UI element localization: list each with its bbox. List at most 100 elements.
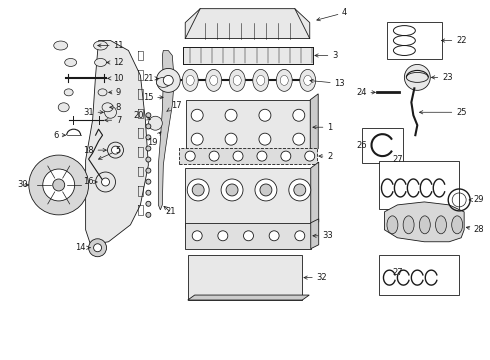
Ellipse shape: [210, 75, 218, 85]
Circle shape: [112, 146, 120, 154]
Circle shape: [305, 151, 315, 161]
FancyBboxPatch shape: [379, 255, 459, 294]
Circle shape: [293, 109, 305, 121]
Text: 19: 19: [147, 132, 161, 147]
Circle shape: [281, 151, 291, 161]
FancyBboxPatch shape: [379, 161, 459, 209]
Text: 20: 20: [133, 111, 150, 120]
Ellipse shape: [156, 77, 171, 87]
Circle shape: [192, 231, 202, 241]
Circle shape: [146, 179, 151, 184]
Ellipse shape: [233, 75, 241, 85]
Circle shape: [255, 179, 277, 201]
Circle shape: [89, 239, 106, 257]
Polygon shape: [311, 162, 319, 228]
Circle shape: [209, 151, 219, 161]
Ellipse shape: [58, 103, 69, 112]
Text: 5: 5: [98, 145, 121, 159]
Circle shape: [146, 146, 151, 151]
Text: 10: 10: [108, 74, 124, 83]
Ellipse shape: [94, 41, 107, 50]
Circle shape: [187, 179, 209, 201]
Circle shape: [146, 113, 151, 118]
Ellipse shape: [206, 69, 221, 91]
Circle shape: [244, 231, 253, 241]
Circle shape: [94, 244, 101, 252]
Ellipse shape: [300, 69, 316, 91]
Ellipse shape: [102, 103, 113, 112]
Circle shape: [96, 172, 116, 192]
Circle shape: [43, 169, 74, 201]
FancyBboxPatch shape: [185, 168, 311, 228]
Ellipse shape: [98, 89, 107, 96]
Polygon shape: [311, 219, 319, 249]
Circle shape: [225, 133, 237, 145]
Text: 11: 11: [98, 41, 124, 50]
Ellipse shape: [54, 41, 68, 50]
Text: 21: 21: [143, 74, 158, 83]
Text: 18: 18: [83, 145, 106, 154]
Text: 28: 28: [466, 225, 485, 234]
Polygon shape: [185, 9, 310, 39]
Text: 26: 26: [356, 141, 367, 150]
Circle shape: [156, 68, 180, 92]
Circle shape: [146, 157, 151, 162]
Text: 15: 15: [143, 93, 163, 102]
Text: 7: 7: [105, 116, 121, 125]
Circle shape: [226, 184, 238, 196]
Circle shape: [259, 109, 271, 121]
Circle shape: [146, 212, 151, 217]
Circle shape: [146, 168, 151, 173]
Circle shape: [295, 231, 305, 241]
Text: 30: 30: [18, 180, 28, 189]
Circle shape: [163, 75, 173, 85]
Ellipse shape: [229, 69, 245, 91]
Text: 27: 27: [392, 155, 403, 164]
Text: 23: 23: [432, 73, 453, 82]
Circle shape: [53, 179, 65, 191]
Circle shape: [107, 142, 123, 158]
Text: 12: 12: [107, 58, 124, 67]
Text: 22: 22: [441, 36, 466, 45]
Ellipse shape: [182, 69, 198, 91]
Circle shape: [146, 135, 151, 140]
Circle shape: [259, 133, 271, 145]
Circle shape: [29, 155, 89, 215]
Circle shape: [146, 201, 151, 206]
Circle shape: [293, 133, 305, 145]
Circle shape: [192, 184, 204, 196]
Text: 32: 32: [304, 273, 327, 282]
FancyBboxPatch shape: [183, 46, 313, 64]
Text: 17: 17: [167, 101, 182, 111]
Text: 13: 13: [310, 79, 345, 88]
Circle shape: [191, 109, 203, 121]
Circle shape: [191, 133, 203, 145]
Ellipse shape: [280, 75, 288, 85]
Circle shape: [146, 190, 151, 195]
Circle shape: [185, 151, 195, 161]
Circle shape: [257, 151, 267, 161]
Ellipse shape: [419, 216, 430, 234]
Ellipse shape: [436, 216, 446, 234]
Text: 14: 14: [75, 243, 90, 252]
Text: 29: 29: [469, 195, 484, 204]
Text: 4: 4: [317, 8, 347, 21]
Circle shape: [404, 64, 430, 90]
FancyBboxPatch shape: [387, 22, 442, 59]
Ellipse shape: [64, 89, 73, 96]
Text: 27: 27: [392, 267, 403, 276]
FancyBboxPatch shape: [188, 255, 302, 300]
Text: 33: 33: [313, 231, 333, 240]
Circle shape: [221, 179, 243, 201]
Text: 8: 8: [110, 103, 121, 112]
Text: 16: 16: [83, 177, 97, 186]
FancyBboxPatch shape: [179, 148, 317, 164]
Circle shape: [146, 124, 151, 129]
FancyBboxPatch shape: [185, 223, 311, 249]
Circle shape: [294, 184, 306, 196]
FancyBboxPatch shape: [186, 100, 310, 154]
Ellipse shape: [253, 69, 269, 91]
Circle shape: [233, 151, 243, 161]
FancyBboxPatch shape: [362, 128, 403, 163]
Ellipse shape: [186, 75, 194, 85]
